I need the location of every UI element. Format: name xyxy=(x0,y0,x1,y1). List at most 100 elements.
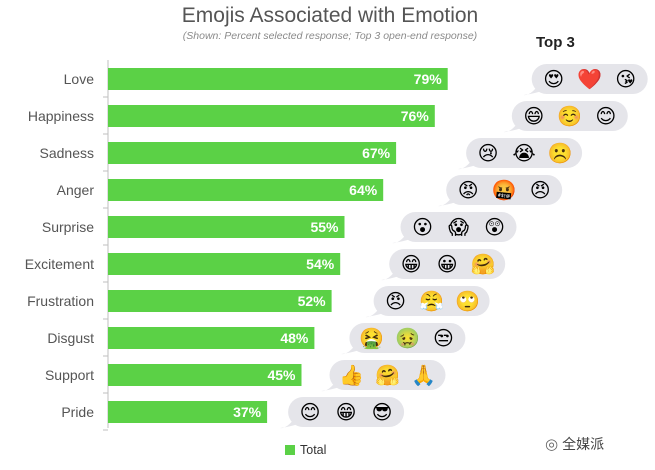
emoji-icon: 🙏 xyxy=(411,364,436,387)
category-label: Anger xyxy=(57,182,95,198)
legend: Total xyxy=(285,443,326,457)
emoji-icon: 😲 xyxy=(484,217,505,239)
bubble-tail xyxy=(365,308,386,318)
value-label: 54% xyxy=(306,256,335,272)
emoji-icon: 😊 xyxy=(300,402,321,424)
bubble-shape xyxy=(329,360,446,390)
bubble-tail xyxy=(438,197,459,207)
bar xyxy=(108,68,448,90)
legend-swatch xyxy=(285,445,295,455)
emoji-icon: 🤗 xyxy=(471,253,496,276)
legend-label: Total xyxy=(300,443,327,457)
emoji-bubble: 😊 😁 😎 xyxy=(280,397,405,429)
bubble-tail xyxy=(280,419,301,429)
bubble-shape xyxy=(389,249,506,279)
bar xyxy=(108,290,332,312)
bar xyxy=(108,401,268,423)
bar xyxy=(108,105,435,127)
emoji-icon: 😁 xyxy=(401,254,422,276)
bubble-shape xyxy=(373,286,490,316)
emoji-bubble: 😍 ❤️ 😘 xyxy=(523,64,648,96)
bubble-shape xyxy=(511,101,628,131)
emoji-icon: 😭 xyxy=(512,143,535,165)
emoji-bubble: 😮 😱 😲 xyxy=(392,212,517,244)
chart-subtitle: (Shown: Percent selected response; Top 3… xyxy=(182,30,478,42)
emoji-icon: 😁 xyxy=(336,402,357,424)
emoji-icon: 🙄 xyxy=(455,290,480,313)
bubble-tail xyxy=(523,86,544,96)
category-label: Support xyxy=(45,367,94,383)
category-label: Surprise xyxy=(42,219,94,235)
emoji-bubble: 😠 😤 🙄 xyxy=(365,286,490,318)
bar xyxy=(108,216,345,238)
bar xyxy=(108,142,397,164)
bubble-tail xyxy=(321,382,342,392)
bubble-tail xyxy=(381,271,402,281)
category-label: Frustration xyxy=(27,293,94,309)
emoji-bubble: 😁 😀 🤗 xyxy=(381,249,506,281)
emoji-icon: 😒 xyxy=(433,328,454,350)
emoji-bubble: 😄 ☺️ 😊 xyxy=(503,101,628,133)
emoji-bubble: 😢 😭 ☹️ xyxy=(458,138,583,170)
emoji-icon: 🤢 xyxy=(395,327,420,350)
bubble-shape xyxy=(400,212,517,242)
emoji-icon: 😀 xyxy=(437,254,458,276)
value-label: 45% xyxy=(267,367,296,383)
value-label: 37% xyxy=(233,404,262,420)
watermark-text: 全媒派 xyxy=(562,436,605,452)
bubble-tail xyxy=(458,160,479,170)
value-label: 67% xyxy=(362,145,391,161)
emoji-icon: ☹️ xyxy=(548,142,573,165)
emoji-bubble: 😡 🤬 😠 xyxy=(438,175,563,207)
emoji-icon: 🤬 xyxy=(492,179,517,202)
emoji-icon: 😠 xyxy=(530,180,551,202)
category-label: Sadness xyxy=(40,145,94,161)
emoji-bubble: 🤮 🤢 😒 xyxy=(341,323,466,355)
emoji-icon: 😎 xyxy=(372,402,393,424)
value-label: 79% xyxy=(414,71,443,87)
emoji-icon: 🤗 xyxy=(375,364,400,387)
value-label: 64% xyxy=(349,182,378,198)
emoji-icon: 😮 xyxy=(412,217,433,239)
emoji-icon: ❤️ xyxy=(577,68,602,91)
emoji-icon: 😍 xyxy=(543,69,564,91)
watermark: ◎ 全媒派 xyxy=(545,434,604,454)
category-label: Pride xyxy=(61,404,94,420)
category-label: Excitement xyxy=(25,256,94,272)
bar xyxy=(108,364,302,386)
emoji-icon: 😱 xyxy=(448,217,469,239)
wechat-icon: ◎ xyxy=(545,436,559,453)
category-label: Happiness xyxy=(28,108,94,124)
top3-heading: Top 3 xyxy=(536,34,575,51)
category-label: Disgust xyxy=(47,330,94,346)
emoji-bubble: 👍 🤗 🙏 xyxy=(321,360,446,392)
bubble-tail xyxy=(341,345,362,355)
emoji-icon: 😄 xyxy=(523,106,544,128)
bubble-shape xyxy=(531,64,648,94)
bubble-shape xyxy=(349,323,466,353)
emoji-icon: 😤 xyxy=(419,290,444,313)
bubble-shape xyxy=(288,397,405,427)
emoji-icon: 👍 xyxy=(339,363,364,387)
category-label: Love xyxy=(64,71,95,87)
emoji-icon: ☺️ xyxy=(557,105,582,128)
emoji-icon: 🤮 xyxy=(359,327,384,350)
emoji-icon: 😘 xyxy=(615,69,636,91)
value-label: 52% xyxy=(298,293,327,309)
emoji-icon: 😢 xyxy=(478,143,499,165)
bubble-shape xyxy=(446,175,563,205)
bar xyxy=(108,253,341,275)
bubble-tail xyxy=(503,123,524,133)
value-label: 55% xyxy=(310,219,339,235)
bubble-tail xyxy=(392,234,413,244)
value-label: 76% xyxy=(401,108,430,124)
bubble-shape xyxy=(466,138,583,168)
emoji-icon: 😊 xyxy=(595,106,616,128)
emoji-icon: 😠 xyxy=(385,291,406,313)
value-label: 48% xyxy=(280,330,309,346)
emoji-icon: 😡 xyxy=(458,180,479,202)
bar xyxy=(108,327,315,349)
bar xyxy=(108,179,384,201)
